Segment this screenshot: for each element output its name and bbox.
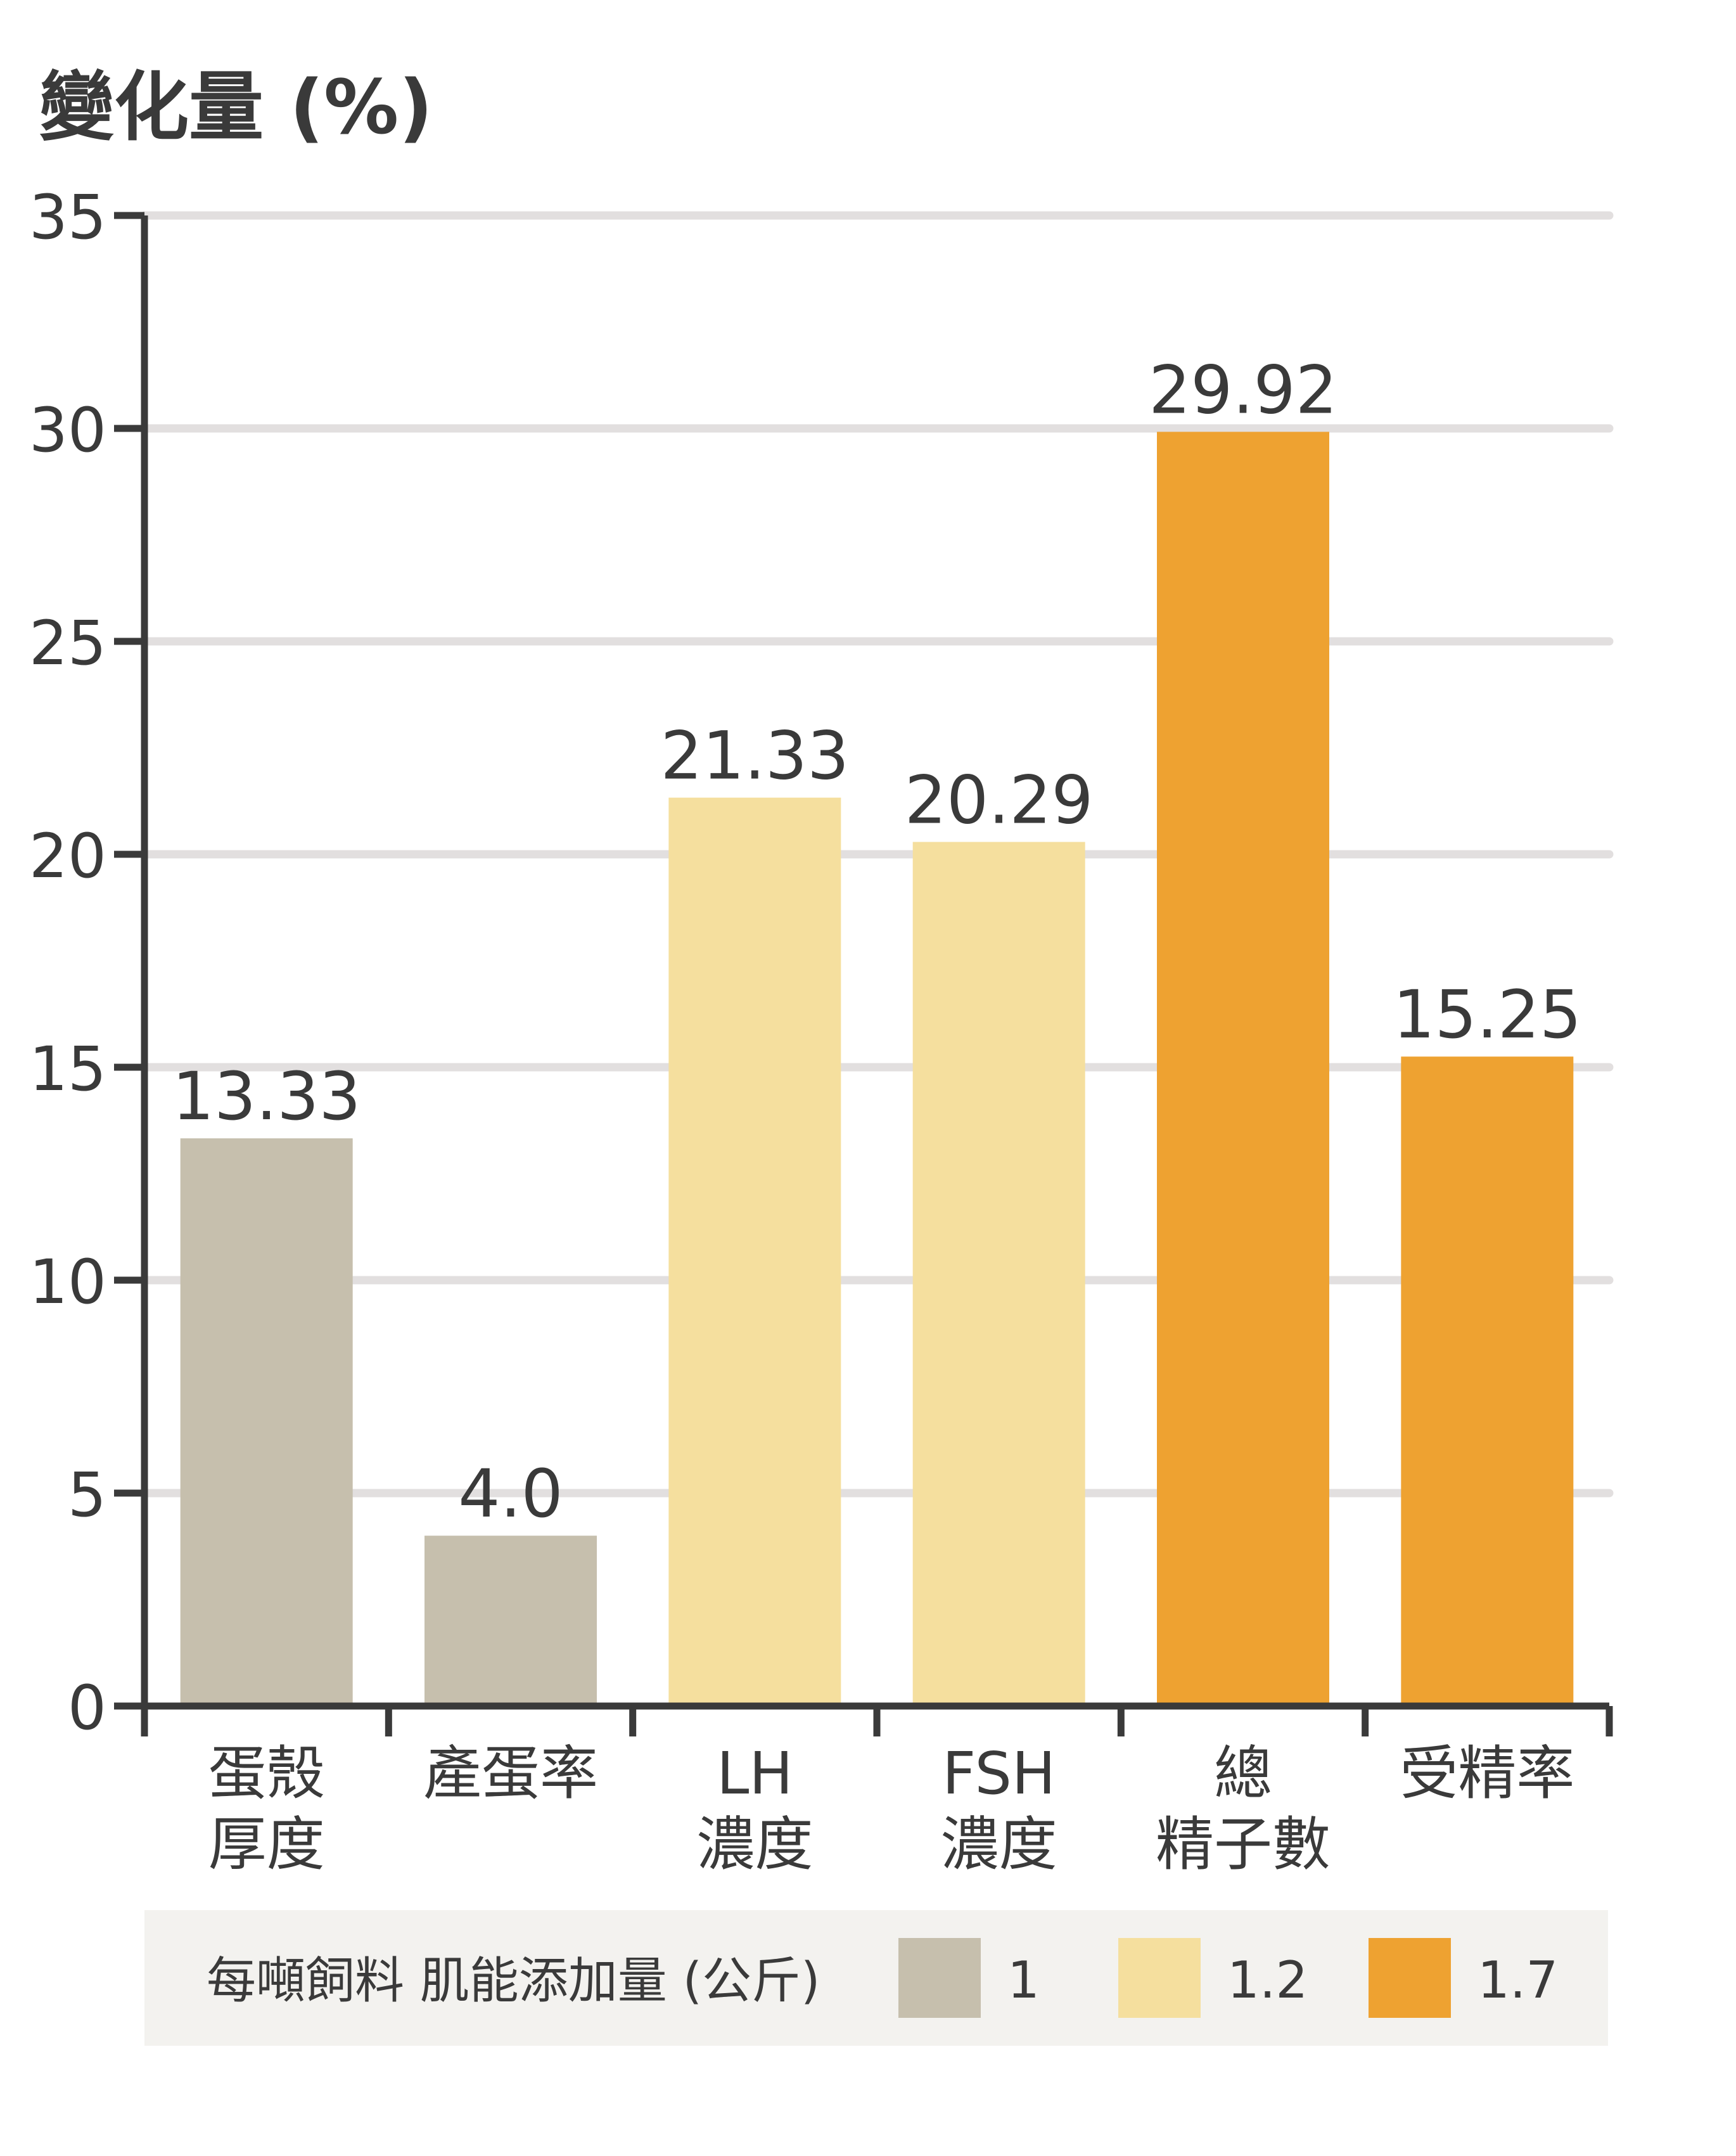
data-label: 15.25 [1393,976,1581,1053]
data-label: 21.33 [660,717,849,795]
data-label: 20.29 [905,762,1094,839]
legend-label: 1.7 [1478,1951,1558,2010]
y-tick-label: 20 [29,821,106,892]
x-tick-label: 精子數 [1156,1811,1331,1878]
y-tick-label: 15 [29,1034,106,1105]
value-labels: 13.33 4.0 21.33 20.29 29.92 15.25 [172,351,1581,1532]
legend-swatch [1118,1938,1201,2018]
x-tick-label: 厚度 [208,1811,325,1878]
legend-label: 1.2 [1227,1951,1308,2010]
y-tick-label: 0 [68,1672,106,1743]
x-tick-label: 受精率 [1400,1740,1574,1807]
y-tick-label: 25 [29,608,106,679]
bars [180,432,1574,1706]
bar [424,1536,597,1706]
gridlines [140,211,1614,1498]
x-tick-label: LH [717,1740,793,1807]
y-tick-label: 30 [29,395,106,466]
axes [114,212,1613,1736]
x-tick-label: 產蛋率 [423,1740,598,1807]
x-tick-label: 總 [1214,1740,1272,1807]
legend-swatch [898,1938,981,2018]
bar [668,797,841,1706]
legend: 每噸飼料 肌能添加量 (公斤) 1 1.2 1.7 [144,1910,1608,2046]
x-tick-label: FSH [942,1740,1056,1807]
legend-label: 1 [1007,1951,1040,2010]
y-axis-title: 變化量 (%) [39,63,433,151]
bar [912,842,1085,1706]
bar [180,1138,353,1706]
y-tick-label: 10 [29,1247,106,1318]
data-label: 4.0 [458,1455,563,1532]
data-label: 29.92 [1149,351,1337,428]
legend-swatch [1369,1938,1451,2018]
bar [1401,1056,1574,1706]
x-tick-label: 濃度 [941,1811,1057,1878]
legend-title: 每噸飼料 肌能添加量 (公斤) [207,1953,820,2010]
y-tick-labels: 0 5 10 15 20 25 30 35 [29,182,106,1743]
y-tick-label: 35 [29,182,106,253]
data-label: 13.33 [172,1058,361,1135]
legend-background [144,1910,1608,2046]
y-tick-label: 5 [68,1460,106,1530]
x-tick-label: 濃度 [696,1811,813,1878]
bar [1157,432,1329,1706]
x-tick-label: 蛋殼 [208,1740,325,1807]
